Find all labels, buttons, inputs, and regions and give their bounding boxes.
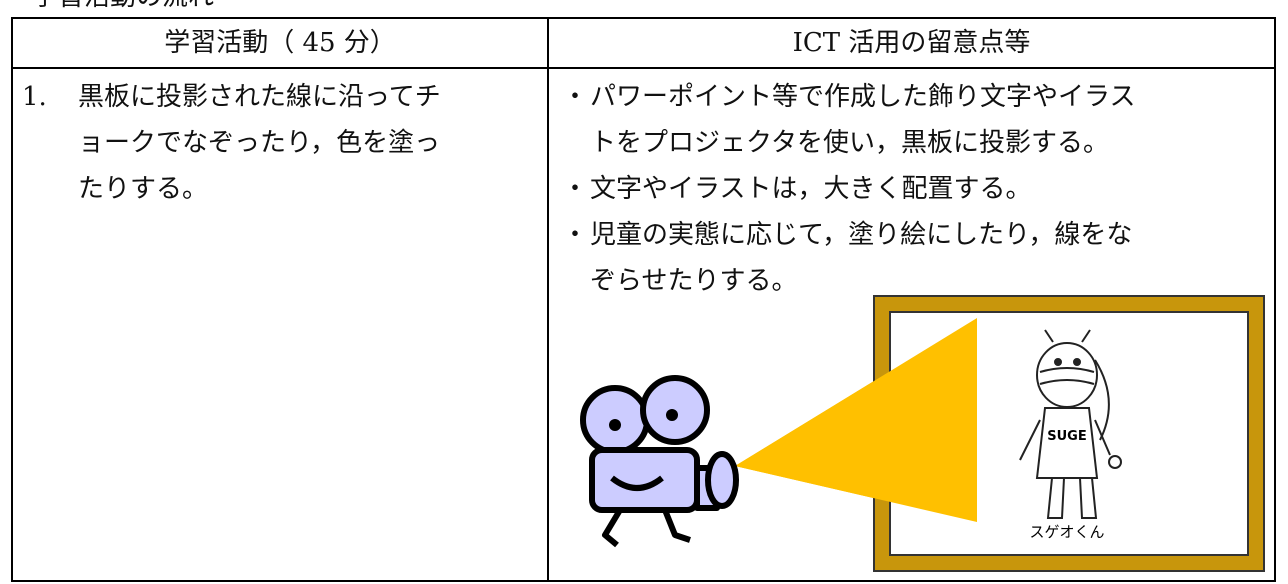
mascot	[1019, 329, 1122, 519]
bullet: ・	[562, 82, 589, 112]
mascot-caption: スゲオくん	[1029, 523, 1104, 541]
item-number: 1.	[22, 82, 47, 112]
bullet: ・	[562, 220, 589, 250]
bullet: ・	[562, 174, 589, 204]
activity-line: たりする。	[78, 174, 209, 204]
note-line: トをプロジェクタを使い，黒板に投影する。	[590, 128, 1109, 158]
activity-line: 黒板に投影された線に沿ってチ	[78, 82, 441, 112]
note-line: ぞらせたりする。	[590, 266, 798, 296]
column-header: ICT 活用の留意点等	[792, 28, 1031, 58]
shirt-text: SUGE	[1047, 429, 1086, 444]
section-title: 学習活動の流れ	[32, 0, 214, 12]
note-line: 児童の実態に応じて，塗り絵にしたり，線をな	[590, 220, 1133, 250]
column-header: 学習活動（ 45 分）	[164, 28, 396, 58]
note-line: 文字やイラストは，大きく配置する。	[590, 174, 1032, 204]
activity-line: ョークでなぞったり，色を塗っ	[78, 128, 441, 158]
projector	[580, 375, 739, 548]
note-line: パワーポイント等で作成した飾り文字やイラス	[590, 82, 1136, 112]
